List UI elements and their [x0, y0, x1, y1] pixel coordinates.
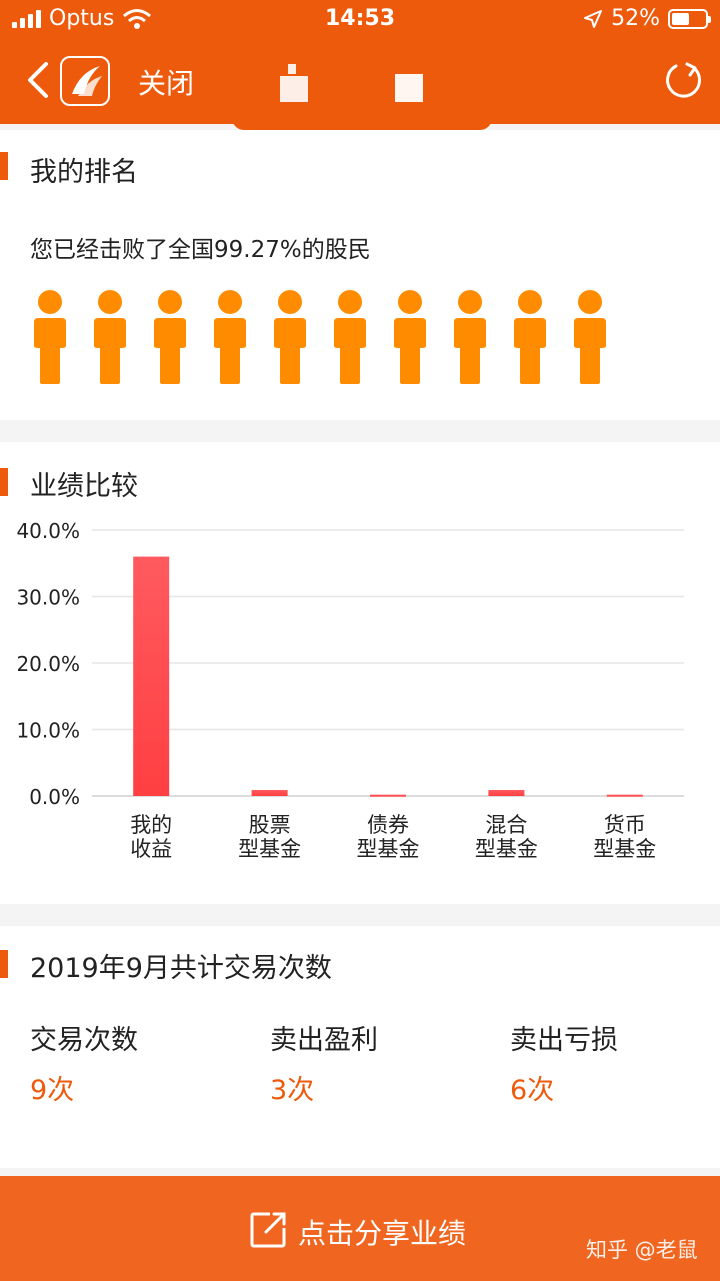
person-icon: [274, 290, 306, 384]
x-tick-label: 我的: [130, 813, 172, 837]
ranking-card: 我的排名 您已经击败了全国99.27%的股民: [0, 130, 720, 420]
bar: [133, 556, 170, 796]
trades-card: 2019年9月共计交易次数 交易次数 9次 卖出盈利 3次 卖出亏损 6次: [0, 926, 720, 1168]
y-tick-label: 20.0%: [16, 652, 80, 676]
person-icon: [574, 290, 606, 384]
nav-bar: 关闭: [0, 40, 720, 124]
bar: [251, 790, 288, 796]
person-icon: [514, 290, 546, 384]
person-icon: [34, 290, 66, 384]
bar: [370, 794, 406, 797]
section-marker: [0, 152, 8, 180]
person-icon: [214, 290, 246, 384]
close-button[interactable]: 关闭: [138, 67, 195, 100]
y-tick-label: 30.0%: [16, 586, 80, 610]
person-icon: [154, 290, 186, 384]
trade-count-value: 9次: [30, 1075, 75, 1106]
x-tick-label: 混合: [485, 813, 527, 837]
x-tick-label: 收益: [130, 837, 172, 861]
wifi-icon: [123, 8, 152, 29]
y-tick-label: 40.0%: [16, 519, 80, 543]
y-tick-label: 0.0%: [29, 785, 80, 809]
performance-bar-chart: 40.0%30.0%20.0%10.0%0.0%我的收益股票型基金债券型基金混合…: [16, 519, 684, 861]
sell-profit-value: 3次: [270, 1075, 315, 1106]
share-bar[interactable]: 点击分享业绩 知乎 @老鼠: [0, 1176, 720, 1281]
y-tick-label: 10.0%: [16, 719, 80, 743]
trade-count-label: 交易次数: [30, 1025, 138, 1056]
nav-tab-notch: [232, 118, 492, 130]
ranking-title: 我的排名: [30, 157, 138, 188]
x-tick-label: 型基金: [238, 837, 301, 861]
carrier-group: Optus: [12, 6, 152, 31]
person-icon: [94, 290, 126, 384]
sell-loss-label: 卖出亏损: [510, 1025, 618, 1056]
section-marker: [0, 950, 8, 978]
x-tick-label: 货币: [604, 813, 646, 837]
performance-card: 业绩比较 40.0% 30.0% 20.0% 10.0% 0.0% 我的 收益 股票 型基金 债券…: [0, 442, 720, 904]
person-icon: [454, 290, 486, 384]
status-right: 52%: [583, 6, 711, 31]
battery-percent: 52%: [611, 6, 660, 31]
refresh-icon[interactable]: [664, 58, 704, 102]
redacted-block: [280, 64, 308, 102]
trades-title: 2019年9月共计交易次数: [30, 953, 332, 984]
status-bar: Optus 14:53 52%: [0, 0, 720, 40]
redacted-block: [395, 74, 423, 102]
x-tick-label: 型基金: [357, 837, 420, 861]
performance-title: 业绩比较: [30, 471, 138, 502]
x-tick-label: 型基金: [475, 837, 538, 861]
sell-profit-label: 卖出盈利: [270, 1025, 378, 1056]
signal-icon: [12, 9, 41, 28]
bar: [488, 790, 525, 796]
battery-icon: [668, 8, 711, 29]
sell-loss-value: 6次: [510, 1075, 555, 1106]
bar: [606, 794, 643, 797]
person-icon: [394, 290, 426, 384]
carrier-name: Optus: [49, 6, 115, 31]
watermark: 知乎 @老鼠: [586, 1238, 698, 1262]
ranking-text: 您已经击败了全国99.27%的股民: [30, 237, 371, 263]
app-logo-icon: [60, 56, 110, 106]
person-row: [30, 290, 610, 386]
chevron-left-icon[interactable]: [22, 60, 54, 100]
x-tick-label: 债券: [367, 813, 409, 837]
x-tick-label: 股票: [249, 813, 291, 837]
section-marker: [0, 468, 8, 496]
x-tick-label: 型基金: [593, 837, 656, 861]
share-button-label[interactable]: 点击分享业绩: [298, 1217, 467, 1250]
share-icon: [250, 1212, 286, 1248]
person-icon: [334, 290, 366, 384]
location-arrow-icon: [584, 9, 603, 28]
status-time: 14:53: [324, 6, 396, 31]
